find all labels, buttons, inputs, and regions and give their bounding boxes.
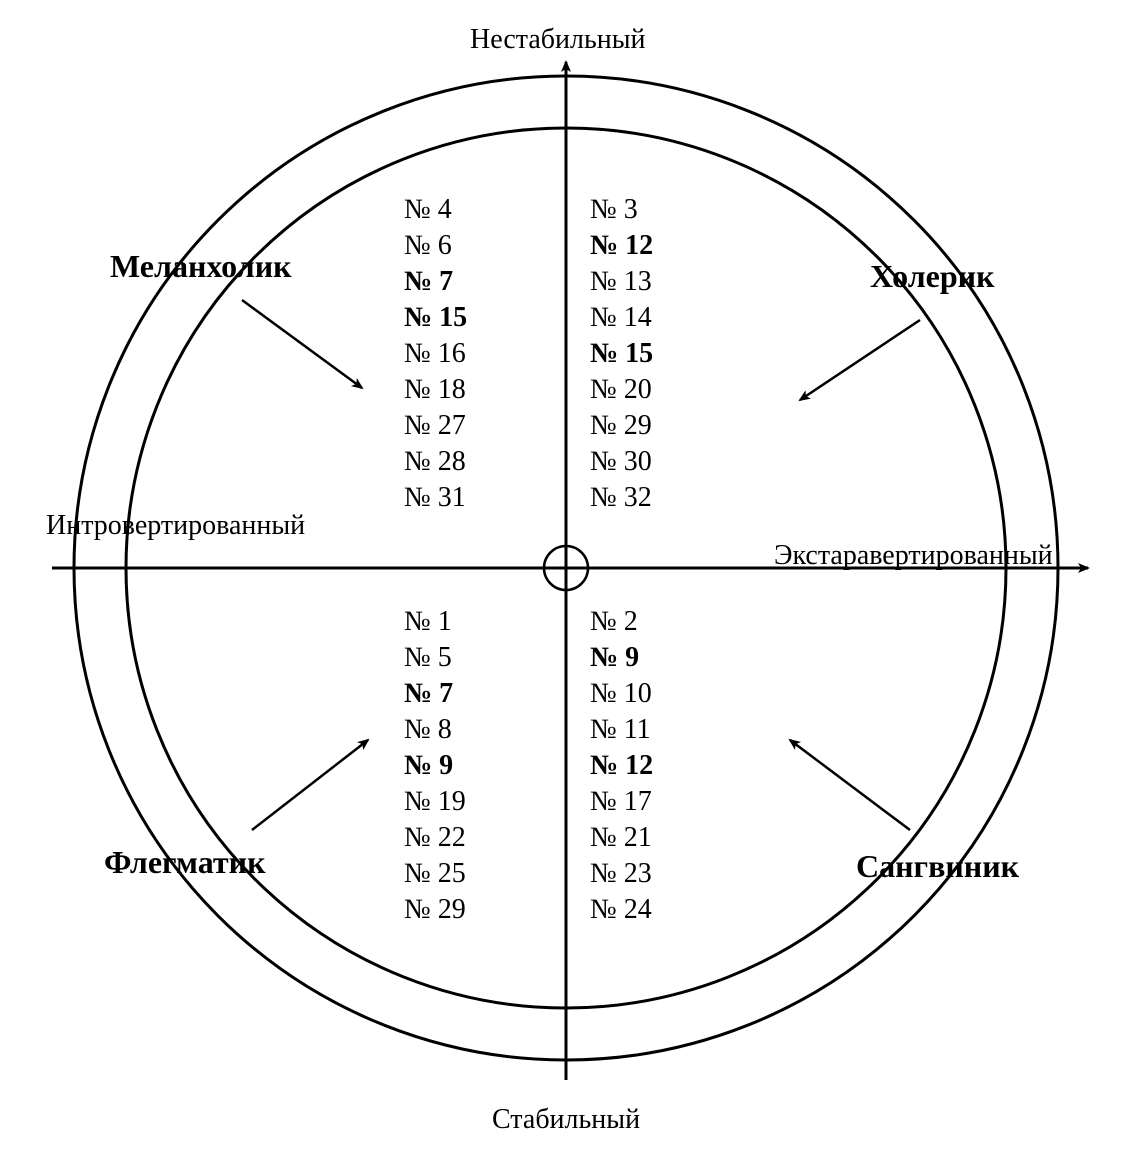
number-item: № 16 xyxy=(404,336,467,372)
number-item: № 27 xyxy=(404,408,467,444)
number-item: № 3 xyxy=(590,192,653,228)
number-item: № 18 xyxy=(404,372,467,408)
number-item: № 9 xyxy=(404,748,466,784)
numbers-top-right: № 3№ 12№ 13№ 14№ 15№ 20№ 29№ 30№ 32 xyxy=(590,192,653,516)
number-item: № 1 xyxy=(404,604,466,640)
number-item: № 24 xyxy=(590,892,653,928)
number-item: № 21 xyxy=(590,820,653,856)
number-item: № 28 xyxy=(404,444,467,480)
axis-label-left: Интровертированный xyxy=(46,510,305,542)
number-item: № 7 xyxy=(404,264,467,300)
number-item: № 12 xyxy=(590,228,653,264)
number-item: № 17 xyxy=(590,784,653,820)
number-item: № 25 xyxy=(404,856,466,892)
temperament-diagram xyxy=(0,0,1132,1156)
number-item: № 12 xyxy=(590,748,653,784)
number-item: № 19 xyxy=(404,784,466,820)
number-item: № 2 xyxy=(590,604,653,640)
number-item: № 15 xyxy=(404,300,467,336)
numbers-top-left: № 4№ 6№ 7№ 15№ 16№ 18№ 27№ 28№ 31 xyxy=(404,192,467,516)
number-item: № 22 xyxy=(404,820,466,856)
number-item: № 9 xyxy=(590,640,653,676)
number-item: № 13 xyxy=(590,264,653,300)
type-label-phlegmatic: Флегматик xyxy=(104,844,266,881)
axis-label-right: Экстаравертированный xyxy=(774,540,1053,572)
number-item: № 23 xyxy=(590,856,653,892)
numbers-bottom-right: № 2№ 9№ 10№ 11№ 12№ 17№ 21№ 23№ 24 xyxy=(590,604,653,928)
type-label-melancholic: Меланхолик xyxy=(110,248,292,285)
number-item: № 32 xyxy=(590,480,653,516)
axis-label-top: Нестабильный xyxy=(470,24,646,56)
number-item: № 4 xyxy=(404,192,467,228)
number-item: № 14 xyxy=(590,300,653,336)
number-item: № 29 xyxy=(404,892,466,928)
type-label-sanguine: Сангвиник xyxy=(856,848,1019,885)
type-label-choleric: Холерик xyxy=(870,258,995,295)
number-item: № 20 xyxy=(590,372,653,408)
number-item: № 11 xyxy=(590,712,653,748)
number-item: № 6 xyxy=(404,228,467,264)
number-item: № 30 xyxy=(590,444,653,480)
number-item: № 29 xyxy=(590,408,653,444)
number-item: № 7 xyxy=(404,676,466,712)
number-item: № 10 xyxy=(590,676,653,712)
numbers-bottom-left: № 1№ 5№ 7№ 8№ 9№ 19№ 22№ 25№ 29 xyxy=(404,604,466,928)
number-item: № 31 xyxy=(404,480,467,516)
number-item: № 5 xyxy=(404,640,466,676)
axis-label-bottom: Стабильный xyxy=(492,1104,640,1136)
number-item: № 15 xyxy=(590,336,653,372)
number-item: № 8 xyxy=(404,712,466,748)
